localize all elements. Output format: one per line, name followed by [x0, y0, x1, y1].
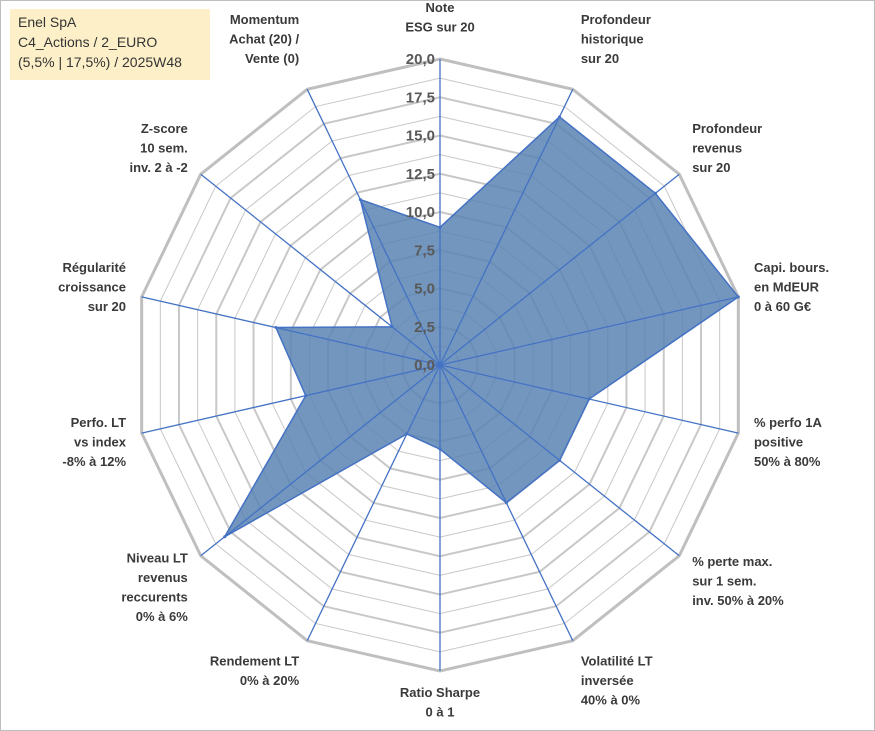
- radar-data-point: [405, 432, 409, 436]
- radar-axis-label-line: Achat (20) /: [229, 32, 299, 47]
- radar-axis-label-line: inversée: [581, 673, 634, 688]
- radar-axis-label-line: 10 sem.: [140, 140, 188, 155]
- radar-axis-label: Rendement LT 0% à 20%: [210, 653, 300, 688]
- radar-data-point: [390, 325, 394, 329]
- radar-data-point: [438, 225, 442, 229]
- radar-axis-label-line: 50% à 80%: [754, 454, 821, 469]
- radar-data-point: [274, 326, 278, 330]
- radar-axis-label-line: 0 à 1: [426, 705, 455, 720]
- radar-axis-label-line: Perfo. LT: [71, 415, 126, 430]
- radar-axis-label-line: reccurents: [121, 589, 187, 604]
- radar-tick-label: 20,0: [406, 51, 435, 68]
- info-params: (5,5% | 17,5%) / 2025W48: [18, 54, 182, 70]
- radar-axis-label-line: -8% à 12%: [62, 454, 126, 469]
- radar-axis-label: Note ESG sur 20: [405, 0, 474, 35]
- radar-spoke: [439, 296, 739, 366]
- radar-axis-label: Momentum Achat (20) / Vente (0): [229, 12, 299, 66]
- radar-tick-label: 10,0: [406, 204, 435, 221]
- info-company: Enel SpA: [18, 14, 77, 30]
- radar-data-point: [587, 397, 591, 401]
- radar-data-point: [653, 191, 657, 195]
- radar-axis-label-line: vs index: [74, 434, 127, 449]
- info-box: Enel SpA C4_Actions / 2_EURO (5,5% | 17,…: [10, 9, 210, 80]
- radar-axis-label-line: Régularité: [62, 260, 126, 275]
- radar-axis-label-line: revenus: [138, 570, 188, 585]
- radar-axis-label-line: Volatilité LT: [581, 653, 653, 668]
- radar-axis-label-line: historique: [581, 32, 644, 47]
- radar-data-point: [304, 394, 308, 398]
- radar-axis-label-line: Niveau LT: [127, 550, 188, 565]
- radar-tick-label: 2,5: [414, 319, 435, 336]
- radar-axis-label-line: sur 20: [88, 299, 126, 314]
- radar-axis-label: % perte max. sur 1 sem. inv. 50% à 20%: [692, 554, 784, 608]
- radar-data-area: [222, 115, 740, 539]
- radar-axis-label-line: 40% à 0%: [581, 692, 641, 707]
- radar-axis-label: Niveau LT revenus reccurents 0% à 6%: [121, 550, 188, 624]
- radar-axis-label: Perfo. LT vs index -8% à 12%: [62, 415, 126, 469]
- radar-spoke: [306, 89, 441, 366]
- radar-spoke: [141, 364, 441, 434]
- radar-axis-label: Profondeur revenus sur 20: [692, 121, 762, 175]
- radar-axis-label-line: Rendement LT: [210, 653, 299, 668]
- radar-tick-label: 5,0: [414, 281, 435, 298]
- radar-axis-label-line: % perte max.: [692, 554, 772, 569]
- radar-spoke: [200, 364, 441, 557]
- radar-axis-label-line: Profondeur: [581, 12, 651, 27]
- radar-axis-label-line: revenus: [692, 140, 742, 155]
- radar-data-point: [504, 501, 508, 505]
- radar-axis-label-line: % perfo 1A: [754, 415, 823, 430]
- radar-data-point: [736, 295, 740, 299]
- radar-spoke: [439, 173, 680, 366]
- radar-data-point: [558, 458, 562, 462]
- radar-axis-label-line: Momentum: [230, 12, 299, 27]
- radar-axis-label: Ratio Sharpe 0 à 1: [400, 685, 480, 720]
- radar-axis-label-line: positive: [754, 434, 803, 449]
- info-category: C4_Actions / 2_EURO: [18, 34, 158, 50]
- radar-spoke: [439, 89, 574, 366]
- radar-spoke: [200, 173, 441, 366]
- radar-axis-label-line: inv. 2 à -2: [130, 160, 188, 175]
- radar-tick-label: 17,5: [406, 89, 435, 106]
- radar-axis-label: Profondeur historique sur 20: [581, 12, 651, 66]
- radar-spoke: [141, 296, 441, 366]
- radar-axis-label-line: sur 20: [692, 160, 730, 175]
- radar-axis-label-line: ESG sur 20: [405, 20, 474, 35]
- radar-axis-label-line: 0% à 20%: [240, 673, 300, 688]
- radar-data-point: [223, 535, 227, 539]
- radar-axis-label: Capi. bours. en MdEUR 0 à 60 G€: [754, 260, 829, 314]
- radar-axis-label-line: Note: [426, 0, 455, 15]
- radar-tick-label: 15,0: [406, 128, 435, 145]
- radar-axis-label: Volatilité LT inversée 40% à 0%: [581, 653, 653, 707]
- radar-axis-label: % perfo 1A positive 50% à 80%: [754, 415, 823, 469]
- radar-axis-label-line: 0% à 6%: [136, 609, 188, 624]
- radar-axis-label-line: Vente (0): [245, 51, 299, 66]
- radar-axis-label: Régularité croissance sur 20: [58, 260, 126, 314]
- radar-axis-label-line: Z-score: [141, 121, 188, 136]
- radar-axis-label-line: Profondeur: [692, 121, 762, 136]
- radar-data-point: [438, 447, 442, 451]
- radar-spoke: [306, 364, 441, 641]
- radar-tick-label: 7,5: [414, 242, 435, 259]
- radar-axis-label-line: sur 1 sem.: [692, 574, 756, 589]
- radar-axis-label-line: 0 à 60 G€: [754, 299, 811, 314]
- radar-axis-label-line: Ratio Sharpe: [400, 685, 480, 700]
- radar-data-point: [358, 198, 362, 202]
- radar-axis-label-line: inv. 50% à 20%: [692, 593, 784, 608]
- radar-data-point: [557, 115, 561, 119]
- radar-axis-label: Z-score 10 sem. inv. 2 à -2: [130, 121, 188, 175]
- radar-axis-label-line: en MdEUR: [754, 280, 820, 295]
- radar-axis-label-line: sur 20: [581, 51, 619, 66]
- radar-tick-label: 0,0: [414, 357, 435, 374]
- radar-axis-label-line: croissance: [58, 280, 126, 295]
- radar-axis-label-line: Capi. bours.: [754, 260, 829, 275]
- radar-tick-label: 12,5: [406, 166, 435, 183]
